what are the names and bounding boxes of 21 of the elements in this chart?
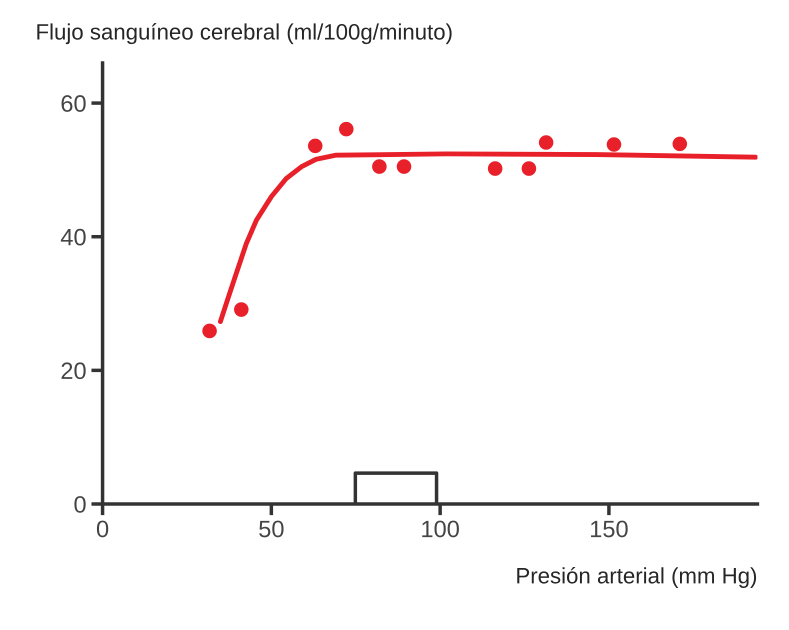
- y-tick-label: 20: [62, 362, 86, 380]
- x-tick-label: 100: [422, 520, 459, 538]
- x-tick-label: 50: [259, 520, 284, 538]
- y-tick-label: 0: [74, 496, 86, 513]
- y-tick-label: 60: [62, 95, 86, 112]
- y-axis-title: Flujo sanguíneo cerebral (ml/100g/minuto): [37, 23, 452, 44]
- x-tick-label: 0: [96, 520, 108, 538]
- x-axis-title: Presión arterial (mm Hg): [517, 566, 756, 588]
- point: [522, 161, 536, 176]
- point: [202, 324, 217, 338]
- point: [339, 122, 354, 136]
- point: [488, 161, 502, 176]
- point: [396, 159, 412, 174]
- x-tick-label: 150: [591, 520, 628, 538]
- point: [538, 135, 554, 150]
- point: [308, 138, 323, 154]
- point: [672, 136, 688, 152]
- y-tick-label: 40: [60, 228, 86, 246]
- point: [372, 159, 387, 174]
- point: [234, 302, 249, 317]
- point: [606, 137, 622, 152]
